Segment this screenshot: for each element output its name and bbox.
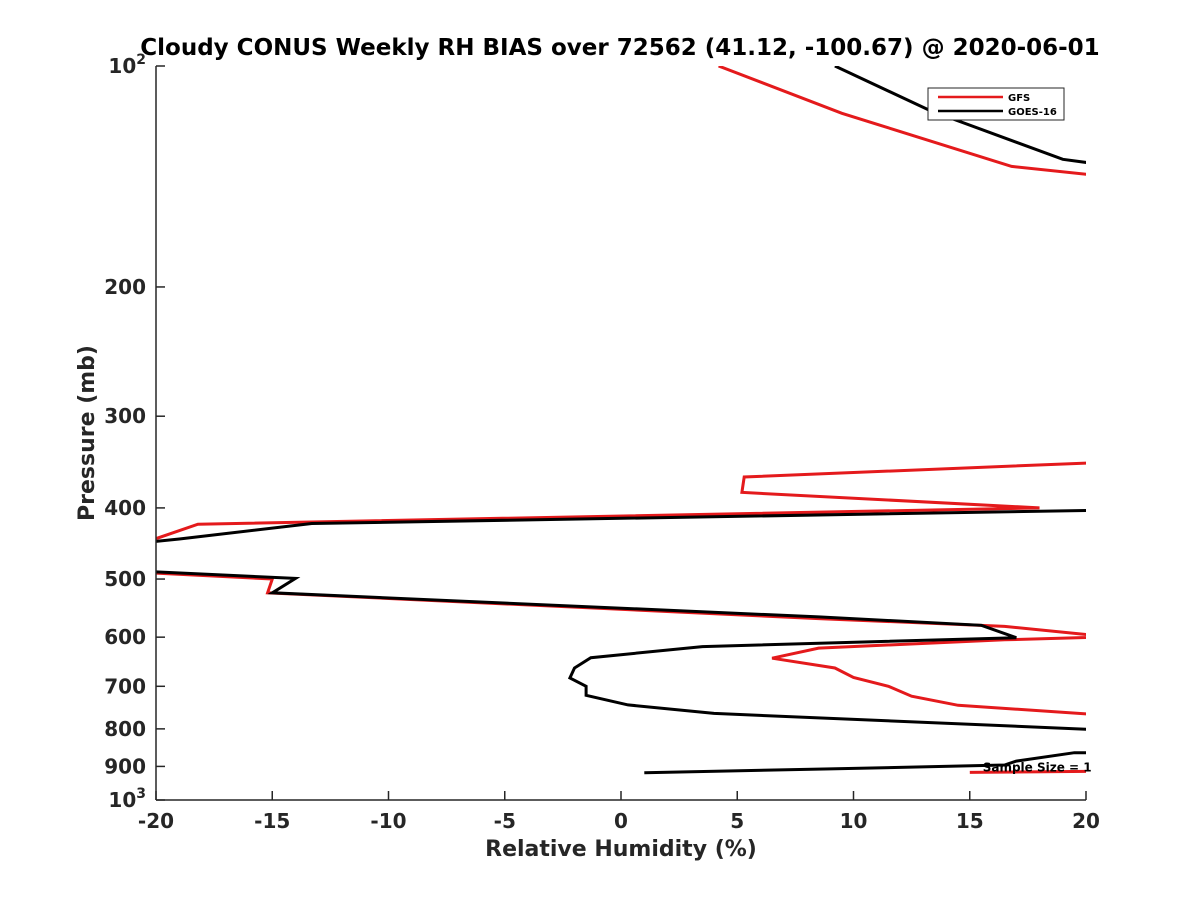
y-axis-ticks: 102 200 300 400 500 600 700 800 900 103 <box>104 52 165 812</box>
x-tick-label: -5 <box>494 809 516 833</box>
legend-label-goes-16: GOES-16 <box>1008 107 1057 118</box>
x-tick-label: 20 <box>1072 809 1100 833</box>
series-layer <box>156 66 1086 775</box>
x-tick-label: 0 <box>614 809 628 833</box>
annotations: Sample Size = 1 <box>983 760 1092 774</box>
y-axis-label: Pressure (mb) <box>75 345 100 521</box>
x-axis-ticks: -20 -15 -10 -5 0 5 10 15 20 <box>138 791 1100 833</box>
series-line-goes-16-segment-1 <box>834 66 1086 164</box>
x-tick-label: -10 <box>370 809 406 833</box>
x-tick-label: -15 <box>254 809 290 833</box>
x-tick-label: 15 <box>956 809 984 833</box>
y-tick-label: 900 <box>104 754 146 778</box>
plot-area <box>155 66 1086 801</box>
legend-box <box>927 87 1065 121</box>
plot-background <box>156 66 1086 800</box>
chart-title: Cloudy CONUS Weekly RH BIAS over 72562 (… <box>140 35 1099 61</box>
x-axis-label: Relative Humidity (%) <box>485 837 757 862</box>
sample-size-annotation: Sample Size = 1 <box>983 760 1092 774</box>
series-line-gfs-segment-4 <box>969 769 1086 774</box>
y-tick-label: 400 <box>104 496 146 520</box>
legend: GFS GOES-16 <box>927 87 1065 121</box>
series-line-gfs-segment-2 <box>156 461 1086 541</box>
series-line-gfs-segment-1 <box>718 66 1086 176</box>
y-tick-label: 700 <box>104 674 146 698</box>
y-tick-label: 200 <box>104 275 146 299</box>
legend-label-gfs: GFS <box>1008 93 1030 104</box>
x-tick-label: 10 <box>840 809 868 833</box>
series-line-goes-16-segment-4 <box>644 751 1086 775</box>
y-tick-label: 800 <box>104 717 146 741</box>
series-line-goes-16-segment-2 <box>156 508 1086 543</box>
series-line-goes-16-segment-3 <box>156 570 1086 731</box>
x-tick-label: -20 <box>138 809 174 833</box>
y-tick-label: 103 <box>108 786 146 812</box>
y-tick-label: 500 <box>104 567 146 591</box>
x-tick-label: 5 <box>730 809 744 833</box>
y-tick-label: 102 <box>108 52 146 78</box>
y-tick-label: 300 <box>104 404 146 428</box>
y-tick-label: 600 <box>104 625 146 649</box>
